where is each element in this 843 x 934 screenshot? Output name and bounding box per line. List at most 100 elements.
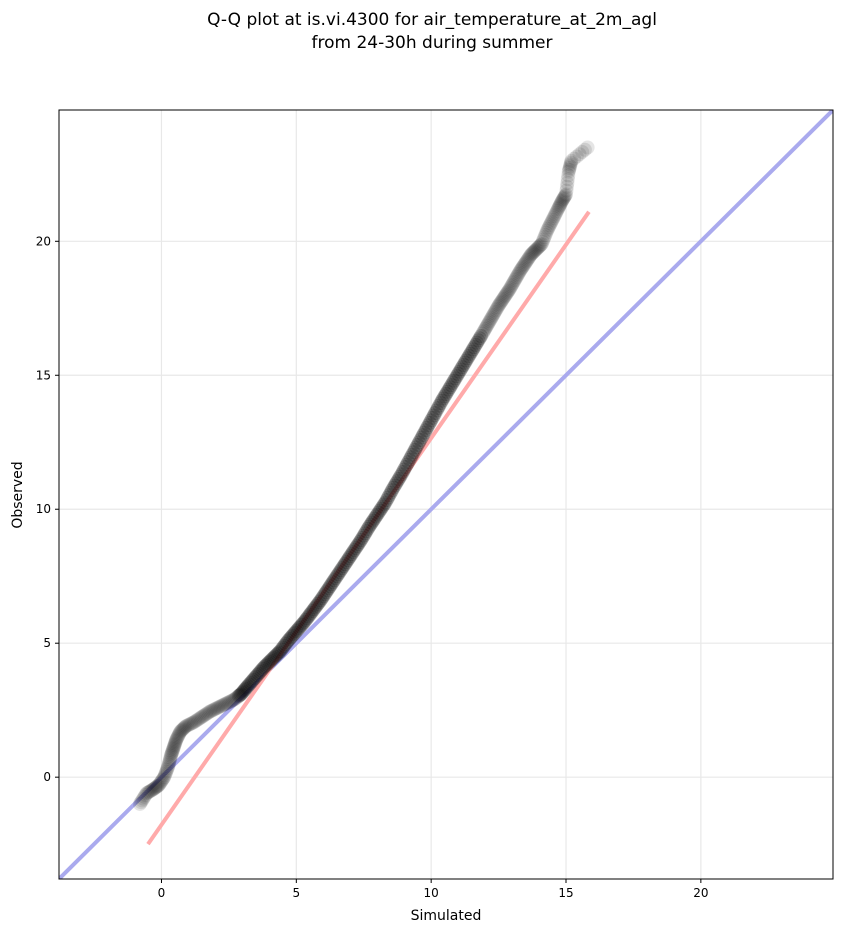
data-point [512, 265, 527, 280]
data-point [490, 300, 505, 315]
data-point [433, 396, 448, 411]
data-point [184, 716, 199, 731]
data-point [567, 151, 582, 166]
data-point [529, 242, 544, 257]
data-point [145, 782, 160, 797]
data-point [140, 785, 155, 800]
data-point [208, 701, 223, 716]
data-point [563, 155, 578, 170]
data-point [546, 211, 561, 226]
data-point [418, 423, 433, 438]
data-point [561, 164, 576, 179]
data-point [211, 700, 226, 715]
chart-title-line-2: from 24-30h during summer [312, 33, 553, 53]
data-point [530, 241, 545, 256]
data-point [436, 391, 451, 406]
data-point [250, 668, 265, 683]
data-point [354, 533, 369, 548]
data-point [550, 202, 565, 217]
data-point [282, 631, 297, 646]
data-point [176, 721, 191, 736]
data-point [274, 642, 289, 657]
data-point [277, 638, 292, 653]
data-point [484, 311, 499, 326]
data-point [158, 766, 173, 781]
x-axis-label: Simulated [411, 908, 482, 924]
data-point [318, 585, 333, 600]
data-point [483, 312, 498, 327]
data-point [170, 729, 185, 744]
data-point [385, 483, 400, 498]
data-point [312, 595, 327, 610]
data-point [572, 147, 587, 162]
data-point [320, 583, 335, 598]
data-point [309, 598, 324, 613]
data-point [317, 587, 332, 602]
data-point [382, 488, 397, 503]
data-point [389, 476, 404, 491]
data-point [362, 519, 377, 534]
data-point [228, 691, 243, 706]
data-point [441, 382, 456, 397]
data-point [240, 679, 255, 694]
data-point [155, 772, 170, 787]
data-point [560, 176, 575, 191]
data-point [548, 207, 563, 222]
data-point [485, 309, 500, 324]
data-point [509, 270, 524, 285]
data-point [374, 501, 389, 516]
data-point [551, 200, 566, 215]
x-tick-label: 5 [293, 886, 301, 900]
data-point [528, 243, 543, 258]
data-point [161, 759, 176, 774]
data-point [558, 188, 573, 203]
data-point [550, 203, 565, 218]
data-point [507, 273, 522, 288]
data-point [347, 543, 362, 558]
data-point [262, 654, 277, 669]
data-point [306, 602, 321, 617]
data-point [263, 653, 278, 668]
data-point [476, 325, 491, 340]
data-point [302, 607, 317, 622]
data-point [190, 712, 205, 727]
data-point [474, 328, 489, 343]
data-point [337, 557, 352, 572]
data-point [526, 245, 541, 260]
data-point [577, 142, 592, 157]
data-point [506, 274, 521, 289]
data-point [159, 764, 174, 779]
data-point [166, 740, 181, 755]
data-point [194, 709, 209, 724]
data-point [300, 611, 315, 626]
data-point [479, 320, 494, 335]
data-point [255, 661, 270, 676]
data-point [496, 290, 511, 305]
data-point [271, 645, 286, 660]
data-point [171, 728, 186, 743]
data-point [527, 244, 542, 259]
data-point [556, 191, 571, 206]
x-tick-label: 0 [158, 886, 166, 900]
data-point [167, 736, 182, 751]
data-point [554, 195, 569, 210]
data-point [293, 619, 308, 634]
data-point [258, 658, 273, 673]
data-point [538, 228, 553, 243]
data-point [368, 509, 383, 524]
data-point [359, 524, 374, 539]
identity-line [59, 110, 833, 879]
data-point [244, 674, 259, 689]
data-point [448, 371, 463, 386]
data-point [366, 513, 381, 528]
data-point [301, 609, 316, 624]
data-point [316, 589, 331, 604]
data-point [437, 389, 452, 404]
data-point [420, 420, 435, 435]
data-point [425, 410, 440, 425]
data-point [534, 236, 549, 251]
data-point [467, 340, 482, 355]
data-point [455, 360, 470, 375]
data-point [286, 627, 301, 642]
